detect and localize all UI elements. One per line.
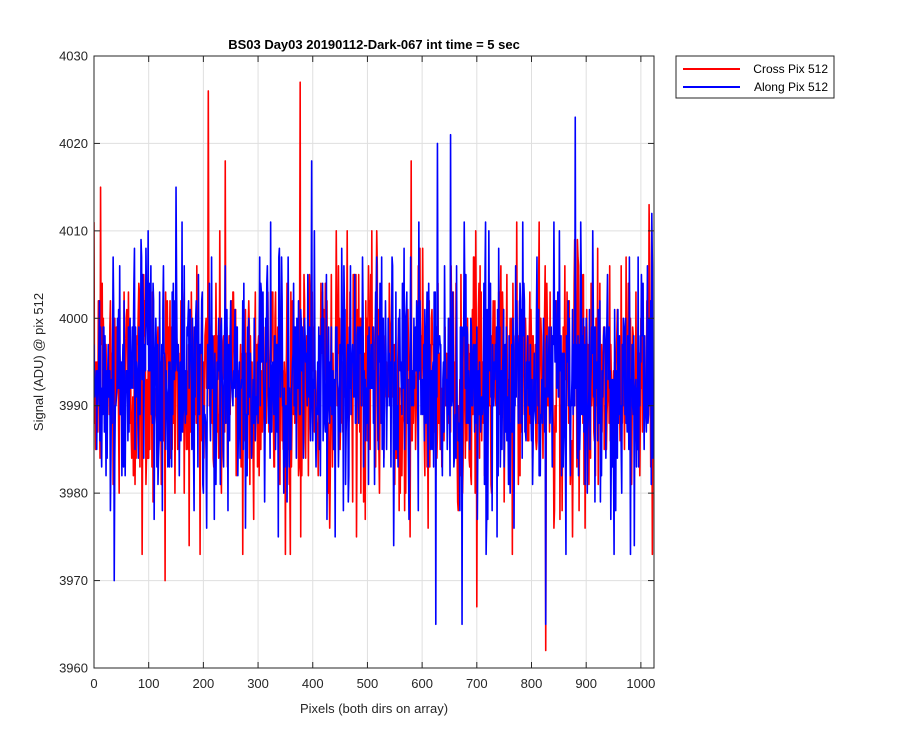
- x-tick-label: 300: [247, 676, 269, 691]
- x-tick-label: 400: [302, 676, 324, 691]
- y-tick-label: 3970: [59, 573, 88, 588]
- legend-label-along: Along Pix 512: [754, 80, 828, 94]
- x-tick-label: 1000: [626, 676, 655, 691]
- series-layer: [94, 81, 654, 652]
- chart-title: BS03 Day03 20190112-Dark-067 int time = …: [228, 37, 520, 52]
- y-tick-label: 3980: [59, 486, 88, 501]
- y-tick-label: 4030: [59, 49, 88, 64]
- x-tick-label: 600: [411, 676, 433, 691]
- x-tick-label: 500: [357, 676, 379, 691]
- y-tick-label: 4020: [59, 136, 88, 151]
- x-tick-label: 100: [138, 676, 160, 691]
- x-axis-label: Pixels (both dirs on array): [300, 701, 448, 716]
- y-tick-label: 3990: [59, 398, 88, 413]
- legend-label-cross: Cross Pix 512: [753, 62, 828, 76]
- legend[interactable]: Cross Pix 512 Along Pix 512: [675, 55, 835, 99]
- x-tick-label: 200: [193, 676, 215, 691]
- axis-ticks: 0 100 200 300 400 500 600 700 800 900 1000 3960 3970…: [59, 49, 655, 692]
- x-tick-label: 800: [521, 676, 543, 691]
- y-tick-label: 4000: [59, 311, 88, 326]
- y-tick-label: 3960: [59, 661, 88, 676]
- y-axis-label: Signal (ADU) @ pix 512: [31, 293, 46, 431]
- legend-box: [675, 55, 835, 99]
- axes-box: [93, 55, 655, 669]
- x-tick-label: 700: [466, 676, 488, 691]
- x-tick-label: 0: [90, 676, 97, 691]
- series-line-along: [94, 116, 654, 626]
- x-tick-label: 900: [575, 676, 597, 691]
- y-tick-label: 4010: [59, 223, 88, 238]
